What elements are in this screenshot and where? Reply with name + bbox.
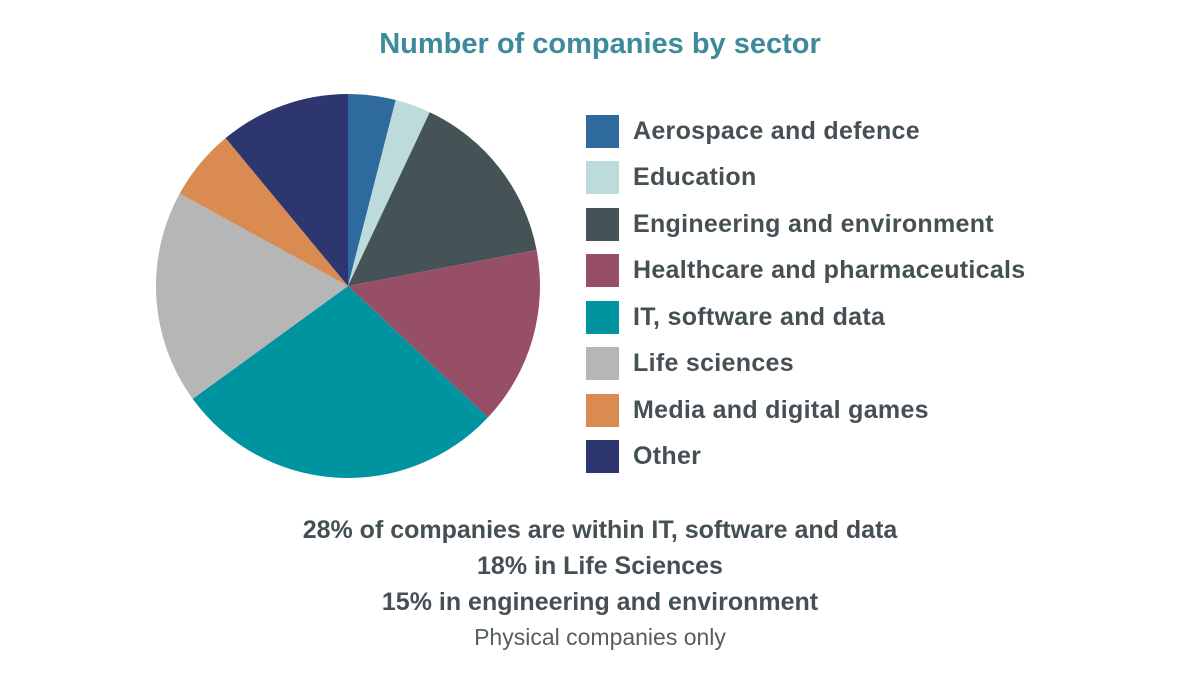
legend-swatch <box>586 254 619 288</box>
legend-label: Aerospace and defence <box>633 116 920 145</box>
legend-label: Education <box>633 163 757 192</box>
legend-swatch <box>586 161 619 195</box>
legend-item: Media and digital games <box>586 387 1026 434</box>
legend-swatch <box>586 393 619 427</box>
legend-item: IT, software and data <box>586 294 1026 341</box>
legend-label: Media and digital games <box>633 395 929 424</box>
pie-slice-0 <box>348 94 396 286</box>
pie-slice-2 <box>348 112 537 286</box>
pie-slice-4 <box>192 286 488 478</box>
legend: Aerospace and defence Education Engineerin… <box>586 108 1026 480</box>
legend-swatch <box>586 300 619 334</box>
note-1: 28% of companies are within IT, software… <box>302 516 898 544</box>
notes: 28% of companies are within IT, software… <box>0 512 1200 654</box>
legend-item: Education <box>586 155 1026 202</box>
pie-slice-5 <box>155 193 348 399</box>
legend-swatch <box>586 347 619 381</box>
legend-swatch <box>586 207 619 241</box>
note-3: 15% in engineering and environment <box>381 588 819 616</box>
note-2: 18% in Life Sciences <box>477 552 723 580</box>
legend-item: Other <box>586 434 1026 481</box>
legend-label: Life sciences <box>633 349 794 378</box>
pie-slice-3 <box>348 250 541 418</box>
legend-label: Engineering and environment <box>633 209 994 238</box>
legend-swatch <box>586 440 619 474</box>
legend-label: Other <box>633 442 702 471</box>
chart-title: Number of companies by sector <box>379 28 821 60</box>
legend-swatch <box>586 114 619 148</box>
legend-label: IT, software and data <box>633 302 886 331</box>
legend-item: Healthcare and pharmaceuticals <box>586 248 1026 295</box>
pie-slice-7 <box>225 94 348 286</box>
pie-chart <box>155 94 541 478</box>
pie-slice-6 <box>179 138 348 286</box>
footnote: Physical companies only <box>474 624 726 650</box>
legend-item: Life sciences <box>586 341 1026 388</box>
legend-item: Engineering and environment <box>586 201 1026 248</box>
legend-label: Healthcare and pharmaceuticals <box>633 256 1026 285</box>
pie-slice-1 <box>348 100 430 286</box>
legend-item: Aerospace and defence <box>586 108 1026 155</box>
